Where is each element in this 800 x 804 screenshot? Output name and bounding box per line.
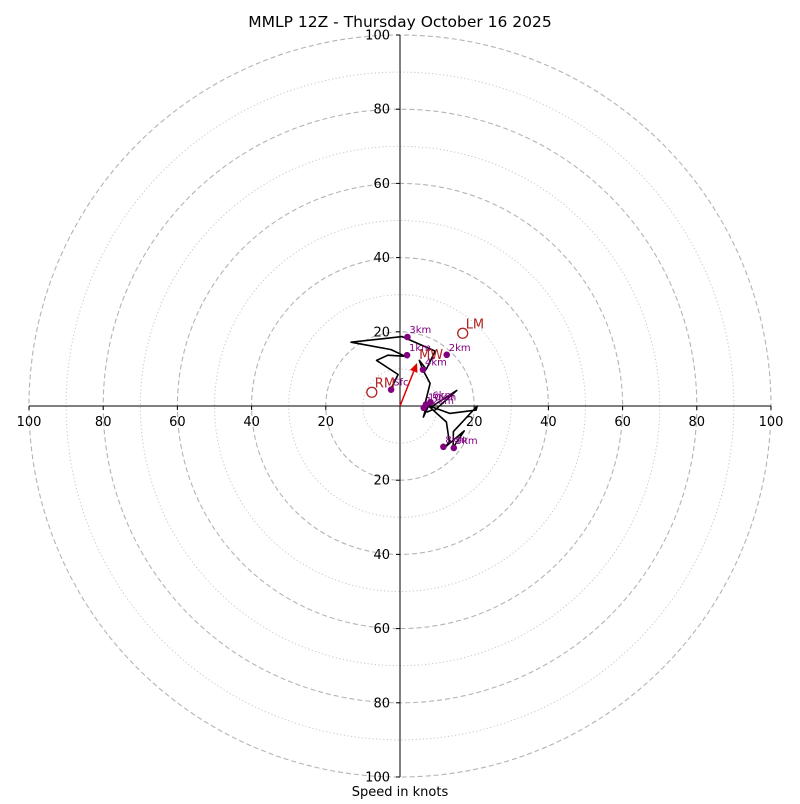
height-label-2km: 2km bbox=[449, 343, 471, 354]
height-marker-4km bbox=[419, 366, 427, 373]
storm-motion-LM bbox=[457, 327, 469, 339]
x-tick-label: 20 bbox=[466, 415, 483, 430]
height-label-Sfc: Sfc bbox=[393, 378, 408, 389]
y-tick-label: 60 bbox=[373, 622, 390, 637]
x-tick-label: 60 bbox=[169, 415, 186, 430]
height-label-8km: 8km bbox=[445, 435, 467, 446]
y-tick-label: 40 bbox=[373, 251, 390, 266]
y-tick-label: 80 bbox=[373, 696, 390, 711]
height-marker-Sfc bbox=[387, 386, 395, 393]
height-label-6km: 6km bbox=[432, 390, 454, 401]
x-tick-label: 60 bbox=[614, 415, 631, 430]
mean-wind-arrow bbox=[399, 371, 415, 407]
y-tick-label: 100 bbox=[365, 29, 390, 44]
storm-motion-label-LM: LM bbox=[466, 317, 484, 332]
height-marker-2km bbox=[443, 351, 451, 359]
y-tick-label: 40 bbox=[373, 548, 390, 563]
height-marker-1km bbox=[403, 351, 411, 359]
height-label-1km: 1km bbox=[409, 343, 431, 354]
y-tick-label: 20 bbox=[373, 474, 390, 489]
mean-wind-label: MW bbox=[419, 348, 443, 363]
height-label-4km: 4km bbox=[425, 358, 447, 369]
y-tick-label: 20 bbox=[373, 325, 390, 340]
x-tick-label: 40 bbox=[540, 415, 557, 430]
y-tick-label: 80 bbox=[373, 103, 390, 118]
x-tick-label: 80 bbox=[95, 415, 112, 430]
x-axis-label: Speed in knots bbox=[352, 785, 449, 800]
height-marker-12km bbox=[420, 404, 428, 412]
height-label-10km: 10km bbox=[428, 393, 456, 404]
y-tick-label: 100 bbox=[365, 771, 390, 786]
chart-title: MMLP 12Z - Thursday October 16 2025 bbox=[248, 13, 552, 31]
x-tick-label: 80 bbox=[689, 415, 706, 430]
height-label-9km: 9km bbox=[456, 436, 478, 447]
x-tick-label: 40 bbox=[243, 415, 260, 430]
height-label-3km: 3km bbox=[409, 325, 431, 336]
tick-labels: 100 80 60 40 20 20 40 60 80 100 100 80 60 40 20 20 40 60 8… bbox=[17, 29, 784, 786]
height-marker-3km bbox=[404, 333, 411, 341]
y-tick-label: 60 bbox=[373, 177, 390, 192]
mean-wind-arrowhead bbox=[410, 362, 418, 373]
x-tick-label: 100 bbox=[17, 415, 42, 430]
x-tick-label: 20 bbox=[318, 415, 335, 430]
storm-motion-RM bbox=[366, 386, 378, 398]
height-marker-8km bbox=[440, 443, 447, 451]
x-tick-label: 100 bbox=[759, 415, 784, 430]
storm-motions: MW LM RM bbox=[366, 317, 484, 407]
storm-motion-label-RM: RM bbox=[375, 376, 395, 391]
height-marker-9km bbox=[450, 444, 458, 452]
height-label-12km: 12km bbox=[426, 396, 454, 407]
